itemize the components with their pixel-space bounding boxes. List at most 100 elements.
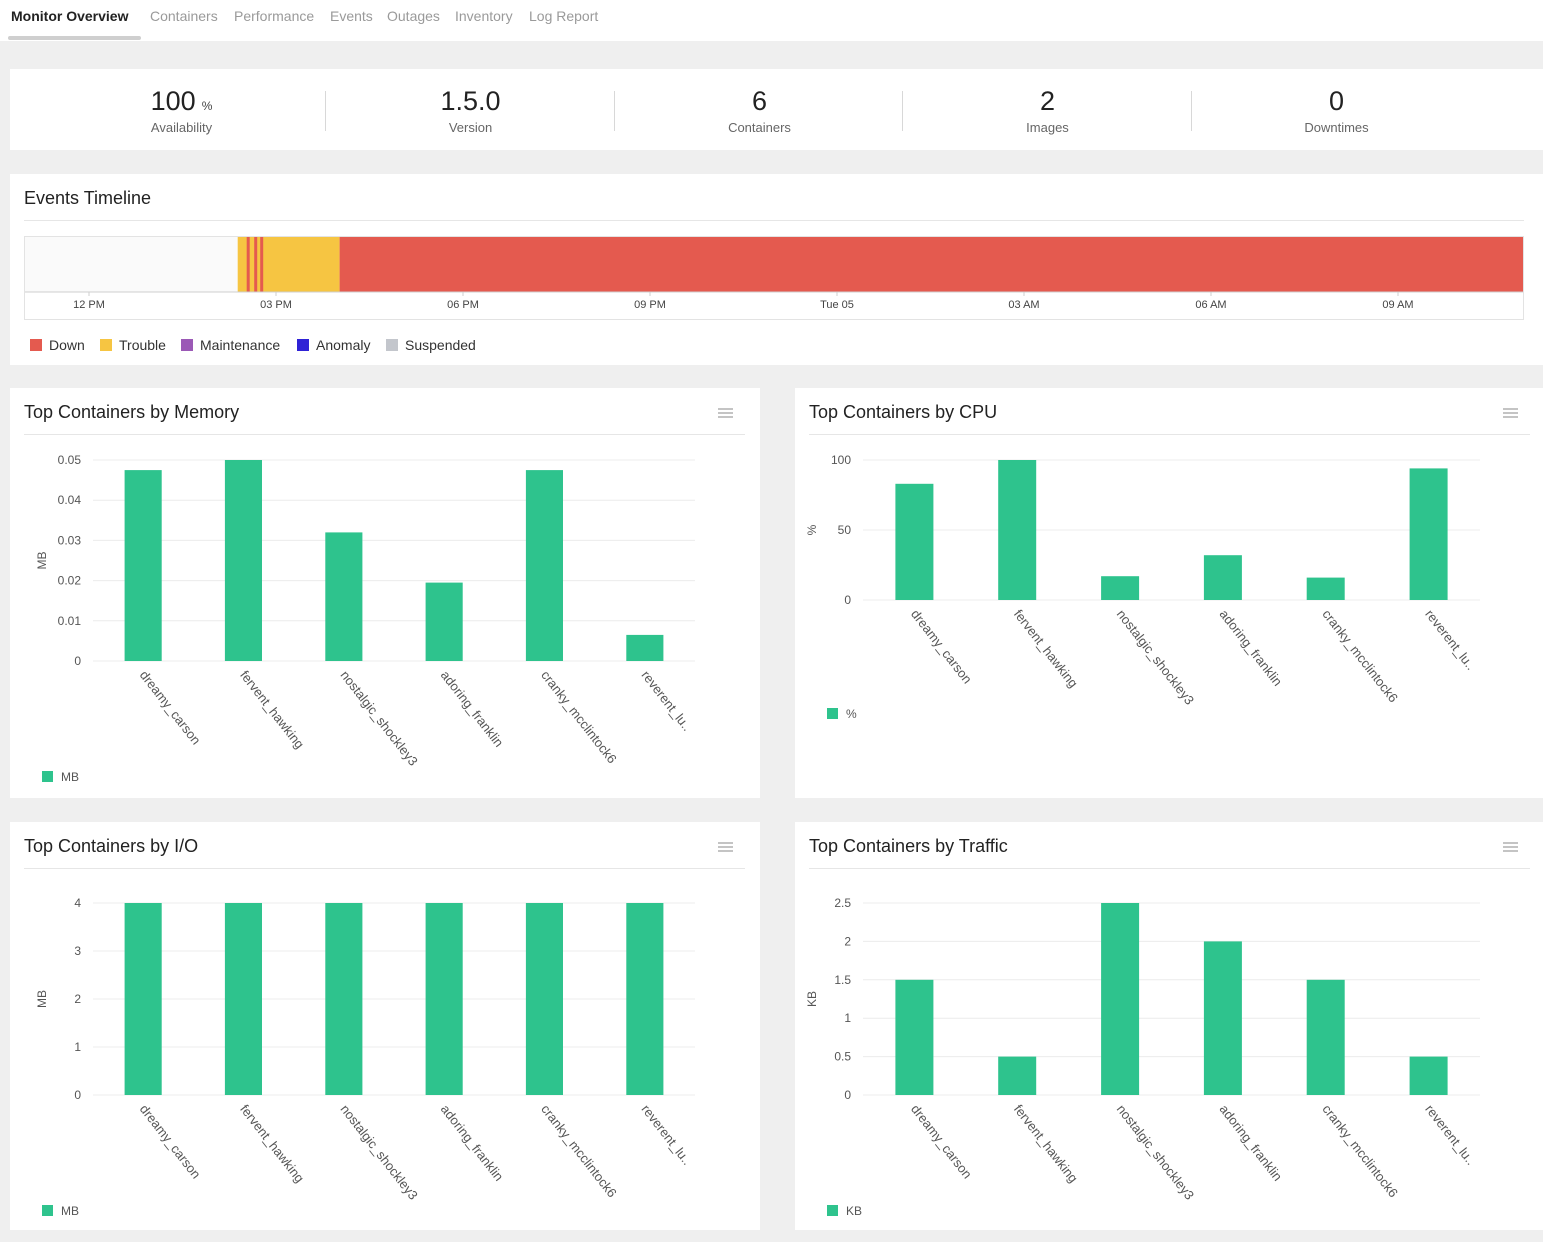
- bar[interactable]: [325, 532, 363, 661]
- stat-divider: [325, 91, 326, 131]
- bar[interactable]: [1101, 903, 1140, 1095]
- bar[interactable]: [1409, 468, 1448, 600]
- downtimes-label: Downtimes: [1304, 120, 1369, 135]
- downtimes-value: 0: [1328, 86, 1345, 116]
- timeline-segment-down[interactable]: [260, 237, 264, 292]
- anomaly-swatch: [297, 339, 309, 351]
- io-bar-chart: 0 1 2 3 4 MB dreamy_carson fervent_hawking nosta…: [35, 896, 695, 1203]
- stat-divider: [614, 91, 615, 131]
- io-chart-title: Top Containers by I/O: [24, 836, 199, 856]
- bar[interactable]: [895, 979, 934, 1095]
- bar[interactable]: [325, 903, 363, 1095]
- bar[interactable]: [525, 470, 563, 661]
- legend-item-maintenance[interactable]: Maintenance: [181, 337, 280, 353]
- timeline-segment-down[interactable]: [339, 237, 1523, 292]
- chart-menu-icon[interactable]: [718, 408, 733, 419]
- availability-number: 100: [150, 86, 196, 116]
- memory-series-legend[interactable]: MB: [42, 770, 79, 784]
- bar[interactable]: [998, 460, 1037, 600]
- y-tick-label: 0: [844, 1088, 851, 1102]
- io-series-legend[interactable]: MB: [42, 1204, 79, 1218]
- trouble-swatch: [100, 339, 112, 351]
- chart-menu-icon[interactable]: [1503, 408, 1518, 419]
- y-axis-label: MB: [35, 552, 49, 570]
- bar[interactable]: [895, 483, 934, 600]
- legend-label: Down: [49, 337, 85, 353]
- series-swatch: [42, 771, 53, 782]
- x-category-label: cranky_mcclintock6: [538, 668, 620, 767]
- timeline-segment-down[interactable]: [254, 237, 258, 292]
- legend-item-down[interactable]: Down: [30, 337, 85, 353]
- y-axis-label: %: [805, 524, 819, 535]
- bar[interactable]: [626, 634, 664, 661]
- timeline-canvas: 12 PM 03 PM 06 PM 09 PM Tue 05 03 AM 06 AM 09 A…: [25, 237, 1523, 311]
- timeline-segment-trouble[interactable]: [237, 237, 340, 292]
- timeline-segment-none[interactable]: [25, 237, 238, 292]
- bar[interactable]: [1306, 577, 1345, 600]
- bar[interactable]: [1409, 1056, 1448, 1095]
- legend-item-anomaly[interactable]: Anomaly: [297, 337, 370, 353]
- y-tick-label: 0: [844, 593, 851, 607]
- bar[interactable]: [124, 470, 162, 661]
- tab-log-report[interactable]: Log Report: [529, 8, 599, 24]
- y-tick-label: 0.02: [58, 574, 82, 588]
- x-category-label: adoring_franklin: [1217, 1102, 1286, 1184]
- x-category-label: reverent_lu..: [1422, 1102, 1478, 1168]
- timeline-segment-down[interactable]: [246, 237, 250, 292]
- tab-containers[interactable]: Containers: [150, 8, 218, 24]
- bar[interactable]: [224, 460, 262, 661]
- legend-item-trouble[interactable]: Trouble: [100, 337, 166, 353]
- bar[interactable]: [626, 903, 664, 1095]
- y-axis-label: KB: [805, 991, 819, 1007]
- cpu-series-legend[interactable]: %: [827, 707, 857, 721]
- memory-bar-chart: 0 0.01 0.02 0.03 0.04 0.05 MB dreamy_carson ferv…: [35, 453, 695, 769]
- bar[interactable]: [1203, 941, 1242, 1095]
- suspended-swatch: [386, 339, 398, 351]
- tab-monitor-overview[interactable]: Monitor Overview: [11, 8, 129, 24]
- availability-label: Availability: [150, 120, 213, 135]
- bar[interactable]: [1306, 979, 1345, 1095]
- traffic-series-legend[interactable]: KB: [827, 1204, 862, 1218]
- tab-events[interactable]: Events: [330, 8, 373, 24]
- x-category-label: fervent_hawking: [1011, 1102, 1081, 1186]
- bar[interactable]: [425, 903, 463, 1095]
- y-tick-label: 50: [838, 523, 852, 537]
- x-category-label: nostalgic_shockley3: [337, 1102, 420, 1203]
- bar[interactable]: [224, 903, 262, 1095]
- bar[interactable]: [124, 903, 162, 1095]
- x-category-label: cranky_mcclintock6: [1319, 607, 1401, 706]
- bar[interactable]: [998, 1056, 1037, 1095]
- y-tick-label: 0.01: [58, 614, 82, 628]
- title-divider: [24, 220, 1524, 221]
- x-category-label: dreamy_carson: [908, 1102, 975, 1182]
- images-label: Images: [1026, 120, 1069, 135]
- tab-outages[interactable]: Outages: [387, 8, 440, 24]
- events-timeline[interactable]: 12 PM 03 PM 06 PM 09 PM Tue 05 03 AM 06 AM 09 A…: [24, 236, 1524, 320]
- tab-inventory[interactable]: Inventory: [455, 8, 513, 24]
- summary-card: 100% Availability 1.5.0 Version 6 Contai…: [10, 69, 1543, 150]
- chart-menu-icon[interactable]: [1503, 842, 1518, 853]
- y-axis-label: MB: [35, 990, 49, 1008]
- series-swatch: [827, 1205, 838, 1216]
- bar[interactable]: [1203, 555, 1242, 600]
- legend-item-suspended[interactable]: Suspended: [386, 337, 476, 353]
- containers-label: Containers: [728, 120, 791, 135]
- bar[interactable]: [1101, 576, 1140, 600]
- timeline-tick-label: 09 PM: [634, 299, 666, 311]
- maintenance-swatch: [181, 339, 193, 351]
- y-tick-label: 2: [74, 992, 81, 1006]
- memory-chart-card: 0 0.01 0.02 0.03 0.04 0.05 MB dreamy_carson ferv…: [10, 388, 760, 798]
- bar[interactable]: [425, 582, 463, 661]
- legend-label: Suspended: [405, 337, 476, 353]
- tab-performance[interactable]: Performance: [234, 8, 315, 24]
- series-legend-label: KB: [846, 1204, 863, 1218]
- stat-version: 1.5.0 Version: [326, 69, 615, 150]
- containers-value: 6: [751, 86, 768, 116]
- title-divider: [24, 868, 745, 869]
- bar[interactable]: [525, 903, 563, 1095]
- y-tick-label: 0.03: [58, 533, 82, 547]
- title-divider: [809, 868, 1530, 869]
- x-category-label: adoring_franklin: [1217, 607, 1286, 689]
- top-nav-tabs: Monitor Overview Containers Performance …: [0, 0, 1543, 41]
- chart-menu-icon[interactable]: [718, 842, 733, 853]
